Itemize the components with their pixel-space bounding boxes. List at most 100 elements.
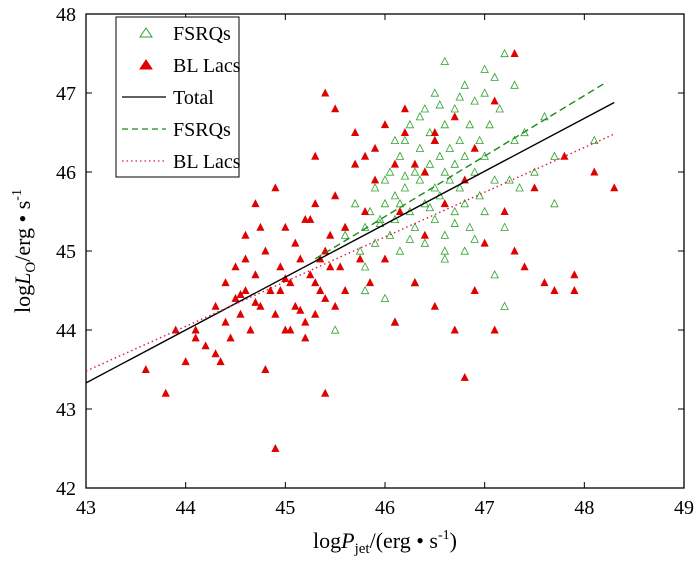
fit-line-fsrqs	[314, 82, 605, 260]
fsrq-point	[430, 88, 440, 97]
bllacs-point	[321, 388, 330, 397]
fsrq-point	[420, 104, 430, 113]
bllacs-point	[271, 183, 280, 192]
bllacs-point	[231, 262, 240, 271]
fsrq-point	[475, 135, 484, 144]
bllacs-point	[211, 301, 220, 310]
bllacs-point	[316, 286, 325, 294]
bllacs-point	[241, 254, 250, 263]
bllacs-point	[490, 96, 499, 105]
fsrq-point	[445, 175, 455, 184]
fsrq-point	[395, 151, 405, 160]
fsrq-point	[340, 230, 350, 239]
bllacs-point	[570, 286, 579, 294]
fsrq-point	[460, 151, 469, 160]
bllacs-point	[261, 365, 270, 373]
fsrq-point	[435, 151, 445, 160]
fsrq-point	[450, 159, 460, 168]
bllacs-point	[276, 286, 285, 294]
bllacs-point	[510, 49, 519, 57]
fsrq-point	[360, 262, 370, 271]
bllacs-point	[370, 175, 380, 184]
fsrq-point	[470, 96, 479, 105]
y-tick-label: 43	[56, 399, 76, 421]
bllacs-point	[430, 135, 439, 144]
fit-line-total	[85, 101, 615, 384]
bllacs-point	[360, 151, 370, 160]
fsrq-point	[400, 135, 410, 144]
bllacs-point	[256, 301, 265, 310]
bllacs-point	[246, 325, 255, 334]
fsrq-point	[415, 175, 425, 184]
fsrq-point	[450, 104, 460, 113]
y-tick-label: 44	[56, 320, 76, 342]
fsrq-point	[390, 191, 400, 200]
fsrq-point	[400, 183, 410, 192]
bllacs-point	[470, 143, 479, 152]
bllacs-point	[550, 286, 559, 294]
bllacs-point	[306, 214, 315, 223]
bllacs-point	[306, 270, 315, 279]
fsrq-point	[470, 167, 479, 176]
fsrq-point	[480, 64, 489, 73]
bllacs-point	[390, 159, 400, 168]
data-points	[141, 48, 619, 452]
bllacs-point	[410, 159, 419, 168]
bllacs-point	[301, 317, 310, 326]
fsrq-point	[430, 214, 440, 223]
fsrq-point	[590, 135, 599, 144]
bllacs-point	[331, 191, 340, 200]
bllacs-point	[420, 167, 429, 176]
bllacs-point	[296, 254, 305, 263]
bllacs-point	[326, 230, 335, 239]
bllacs-point	[291, 301, 300, 310]
bllacs-point	[470, 286, 479, 294]
bllacs-point	[191, 333, 200, 342]
bllacs-point	[271, 309, 280, 318]
fsrq-point	[390, 135, 400, 144]
fsrq-point	[530, 167, 539, 176]
bllacs-point	[450, 325, 459, 334]
bllacs-point	[231, 293, 240, 302]
bllacs-point	[236, 289, 245, 298]
bllacs-point	[370, 143, 380, 152]
fsrq-point	[510, 135, 519, 144]
fsrq-point	[450, 218, 460, 227]
bllacs-point	[236, 309, 245, 318]
fsrq-point	[360, 285, 370, 295]
legend-label-fsrqs-fit: FSRQs	[173, 119, 231, 141]
fsrq-point	[490, 72, 499, 81]
fsrq-point	[490, 270, 499, 279]
fsrq-point	[425, 202, 435, 212]
bllacs-point	[400, 128, 410, 136]
bllacs-point	[410, 278, 419, 287]
bllacs-point	[286, 325, 295, 334]
fit-lines	[85, 82, 615, 384]
legend-marker-bllacs	[139, 59, 153, 70]
x-tick-label: 48	[574, 497, 594, 519]
bllacs-point	[450, 112, 459, 121]
bllacs-point	[191, 325, 200, 334]
bllacs-point	[500, 207, 509, 215]
legend-label-bllacs-fit: BL Lacs	[173, 151, 241, 173]
bllacs-point	[380, 254, 390, 263]
fsrq-point	[480, 88, 489, 97]
bllacs-point	[420, 230, 429, 239]
bllacs-point	[341, 222, 350, 231]
fsrq-point	[380, 198, 390, 208]
fsrq-point	[500, 222, 509, 231]
bllacs-point	[570, 270, 579, 279]
bllacs-point	[351, 128, 360, 136]
fsrq-point	[385, 230, 395, 239]
bllacs-point	[211, 349, 220, 358]
bllacs-point	[400, 104, 410, 113]
fsrq-point	[500, 48, 509, 58]
bllacs-point	[380, 120, 390, 129]
bllacs-point	[365, 278, 375, 287]
fsrq-point	[415, 143, 425, 152]
fsrq-point	[455, 92, 465, 101]
bllacs-point	[251, 297, 260, 306]
fsrq-point	[500, 301, 509, 310]
